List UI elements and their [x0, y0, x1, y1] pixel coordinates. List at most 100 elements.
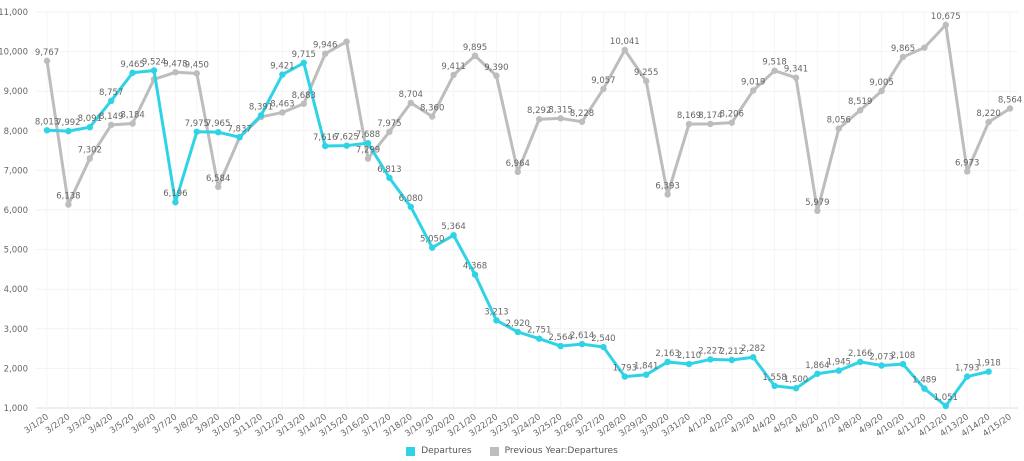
departures-point: [814, 370, 821, 377]
previous-year-data-label: 8,220: [976, 109, 1000, 119]
departures-data-label: 2,282: [741, 344, 765, 354]
departures-point: [942, 402, 949, 410]
departures-point: [43, 127, 51, 134]
departures-data-label: 2,751: [527, 326, 551, 336]
departures-point: [600, 343, 607, 351]
departures-data-label: 2,163: [655, 349, 679, 359]
departures-point: [493, 317, 500, 324]
previous-year-data-label: 8,056: [827, 116, 851, 126]
departures-point: [878, 362, 885, 369]
departures-point: [771, 382, 778, 390]
previous-year-point: [621, 46, 628, 54]
previous-year-line: [45, 23, 1011, 213]
y-axis: 1,000 2,000 3,000 4,000 5,000 6,000 7,000 8,000…: [0, 8, 28, 414]
y-tick-label: 3,000: [4, 325, 28, 335]
previous-year-point: [364, 155, 372, 162]
departures-point: [899, 360, 907, 368]
previous-year-data-label: 6,973: [955, 158, 979, 168]
departures-data-label: 1,793: [955, 364, 979, 374]
departures-data-label: 9,715: [292, 50, 316, 60]
legend-item-previous-year[interactable]: Previous Year:Departures: [489, 446, 618, 456]
departures-point: [150, 67, 158, 74]
departures-point: [557, 342, 564, 350]
previous-year-point: [514, 168, 521, 176]
previous-year-point: [835, 125, 842, 132]
y-tick-label: 10,000: [0, 48, 28, 58]
previous-year-point: [878, 87, 885, 95]
previous-year-data-label: 9,057: [591, 76, 615, 86]
line-chart: 1,000 2,000 3,000 4,000 5,000 6,000 7,000 8,000…: [0, 8, 1022, 439]
y-tick-label: 5,000: [4, 246, 28, 256]
departures-data-label: 7,837: [227, 124, 251, 134]
previous-year-point: [65, 201, 72, 208]
previous-year-point: [108, 121, 115, 129]
departures-data-label: 1,945: [827, 358, 851, 368]
previous-year-data-label: 10,041: [610, 37, 640, 47]
departures-point: [857, 358, 864, 366]
departures-data-label: 1,864: [805, 361, 829, 371]
departures-point: [257, 112, 265, 119]
previous-year-point: [643, 77, 650, 85]
previous-year-data-label: 9,255: [634, 68, 658, 78]
departures-data-label: 1,841: [634, 362, 658, 372]
departures-point: [643, 371, 650, 378]
departures-point: [65, 127, 72, 135]
previous-year-point: [429, 113, 436, 120]
previous-year-point: [857, 107, 864, 114]
departures-data-label: 8,091: [78, 114, 102, 124]
departures-point: [985, 368, 992, 375]
departures-point: [621, 373, 628, 380]
previous-year-point: [985, 118, 992, 126]
departures-data-label: 2,564: [548, 333, 572, 343]
legend-swatch-previous-year: [489, 446, 499, 456]
previous-year-data-label: 9,895: [463, 43, 487, 53]
previous-year-data-label: 8,463: [270, 99, 294, 109]
previous-year-point: [322, 50, 329, 57]
previous-year-data-label: 8,360: [420, 104, 444, 114]
departures-data-label: 1,558: [762, 373, 786, 383]
previous-year-point: [279, 109, 286, 116]
previous-year-data-label: 8,206: [720, 110, 744, 120]
departures-data-label: 1,489: [912, 376, 936, 386]
previous-year-data-label: 9,946: [313, 41, 337, 51]
departures-data-label: 2,110: [677, 351, 701, 361]
previous-year-point: [964, 168, 971, 175]
departures-data-label: 5,050: [420, 235, 444, 245]
previous-year-data-label: 8,315: [548, 105, 572, 115]
previous-year-data-label: 9,411: [441, 62, 465, 72]
departures-data-label: 1,793: [613, 364, 637, 374]
departures-data-label: 1,500: [784, 375, 808, 385]
y-tick-label: 11,000: [0, 8, 28, 18]
departures-point: [386, 174, 393, 182]
series-lines: [43, 21, 1014, 410]
departures-data-label: 9,465: [120, 60, 144, 70]
departures-data-label: 3,213: [484, 307, 508, 317]
previous-year-data-label: 8,169: [677, 111, 701, 121]
departures-point: [279, 71, 286, 78]
departures-data-label: 7,625: [334, 133, 358, 143]
departures-point: [685, 360, 693, 368]
previous-year-point: [578, 118, 586, 125]
departures-point: [578, 340, 586, 348]
previous-year-point: [899, 53, 907, 61]
previous-year-point: [172, 69, 179, 76]
departures-data-label: 2,108: [891, 351, 915, 361]
departures-data-label: 2,166: [848, 349, 872, 359]
departures-data-label: 2,614: [570, 331, 594, 341]
previous-year-data-label: 8,228: [570, 109, 594, 119]
previous-year-data-label: 7,299: [356, 146, 380, 156]
departures-point: [835, 367, 842, 374]
y-tick-label: 4,000: [4, 285, 28, 295]
departures-data-label: 7,965: [206, 119, 230, 129]
previous-year-point: [129, 120, 136, 127]
y-tick-label: 2,000: [4, 364, 28, 374]
previous-year-data-label: 9,767: [35, 48, 59, 58]
departures-point: [471, 271, 479, 278]
previous-year-point: [664, 191, 671, 198]
previous-year-point: [300, 100, 307, 107]
legend-item-departures[interactable]: Departures: [406, 446, 472, 456]
previous-year-data-label: 9,005: [869, 78, 893, 88]
departures-data-label: 6,813: [377, 165, 401, 175]
previous-year-point: [343, 38, 350, 45]
previous-year-data-label: 7,975: [377, 119, 401, 129]
